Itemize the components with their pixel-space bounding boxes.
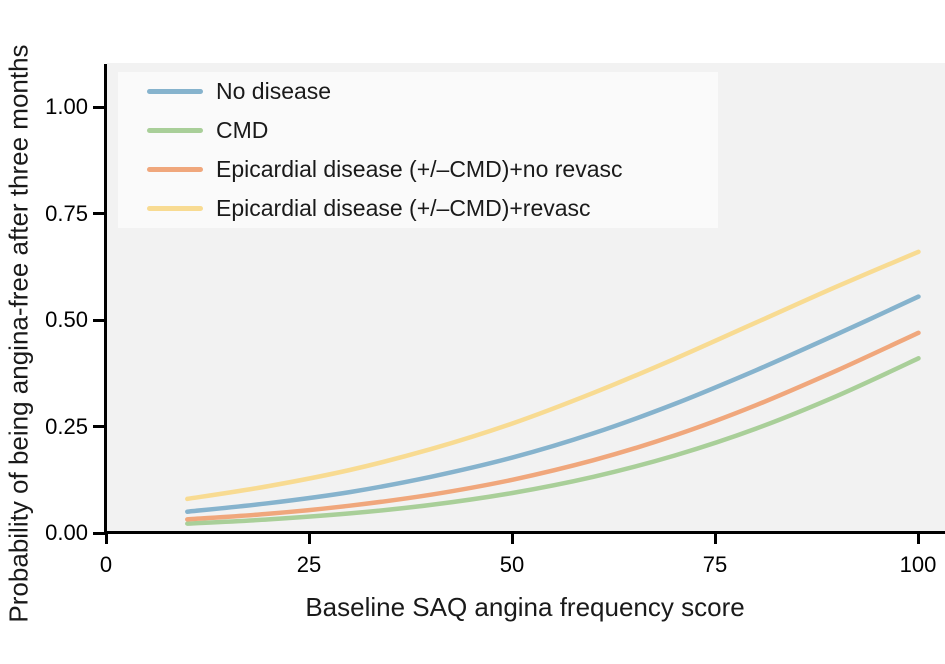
y-tick-label: 0.50 bbox=[45, 307, 88, 332]
x-tick bbox=[104, 533, 108, 544]
y-tick bbox=[93, 212, 106, 215]
x-axis-title: Baseline SAQ angina frequency score bbox=[305, 592, 745, 622]
y-tick-label: 0.00 bbox=[45, 520, 88, 545]
y-tick bbox=[93, 425, 106, 428]
y-axis-title: Probability of being angina-free after t… bbox=[3, 44, 34, 623]
legend-label: Epicardial disease (+/–CMD)+revasc bbox=[216, 195, 591, 221]
legend-item-no-disease: No disease bbox=[118, 72, 718, 111]
y-tick-label: 0.25 bbox=[45, 413, 88, 439]
legend-swatch-epicardial-revasc bbox=[147, 206, 203, 211]
x-tick-label: 0 bbox=[99, 552, 113, 577]
x-tick-label: 75 bbox=[702, 552, 728, 577]
x-tick-label: 50 bbox=[499, 552, 525, 577]
x-tick bbox=[916, 533, 920, 544]
legend: No disease CMD Epicardial disease (+/–CM… bbox=[118, 72, 718, 228]
legend-label: No disease bbox=[216, 78, 332, 104]
legend-swatch-cmd bbox=[147, 128, 203, 133]
legend-item-epicardial-revasc: Epicardial disease (+/–CMD)+revasc bbox=[118, 189, 718, 228]
x-tick bbox=[713, 533, 717, 544]
y-tick bbox=[93, 105, 106, 109]
y-tick-label: 0.75 bbox=[45, 200, 88, 226]
legend-item-cmd: CMD bbox=[118, 111, 718, 150]
y-axis-line bbox=[104, 64, 107, 535]
y-tick-label: 1.00 bbox=[45, 94, 88, 119]
y-tick bbox=[93, 318, 106, 322]
legend-label: CMD bbox=[216, 117, 269, 143]
legend-swatch-epicardial-no-revasc bbox=[147, 167, 203, 172]
legend-label: Epicardial disease (+/–CMD)+no revasc bbox=[216, 156, 623, 182]
x-tick-label: 100 bbox=[899, 552, 937, 577]
x-tick bbox=[307, 533, 311, 544]
x-tick bbox=[510, 533, 514, 544]
x-tick-label: 25 bbox=[296, 552, 322, 577]
legend-item-epicardial-no-revasc: Epicardial disease (+/–CMD)+no revasc bbox=[118, 150, 718, 189]
x-axis-line bbox=[104, 531, 945, 534]
legend-swatch-no-disease bbox=[147, 89, 203, 94]
y-tick bbox=[93, 531, 106, 535]
